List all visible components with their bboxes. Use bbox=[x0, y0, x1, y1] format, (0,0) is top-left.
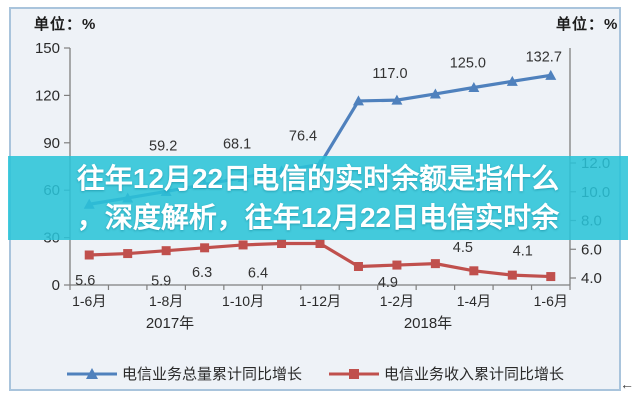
right-axis-unit-label: 单位：% bbox=[556, 16, 619, 33]
series-revenue-data-label: 6.4 bbox=[248, 266, 268, 282]
series-total-volume-data-label: 59.2 bbox=[149, 138, 177, 154]
series-revenue-marker bbox=[392, 260, 402, 270]
series-total-volume-data-label: 132.7 bbox=[526, 49, 562, 65]
series-revenue-marker bbox=[546, 272, 556, 282]
series-total-volume-data-label: 68.1 bbox=[223, 136, 251, 152]
series-revenue-data-label: 4.9 bbox=[378, 275, 398, 291]
year-label-2018: 2018年 bbox=[404, 315, 452, 332]
left-axis-tick-label: 0 bbox=[52, 277, 60, 294]
resize-arrow-icon: ← bbox=[620, 376, 634, 392]
left-axis-tick-label: 120 bbox=[35, 87, 60, 104]
series-revenue-marker bbox=[469, 266, 479, 276]
year-label-2017: 2017年 bbox=[146, 315, 194, 332]
legend-marker-square-icon bbox=[329, 369, 379, 379]
right-axis-tick-label: 6.0 bbox=[581, 241, 602, 258]
series-revenue-marker bbox=[123, 249, 133, 259]
series-total-volume-data-label: 117.0 bbox=[372, 66, 407, 82]
left-axis-unit-label: 单位：% bbox=[34, 16, 97, 33]
series-revenue-data-label: 5.9 bbox=[151, 274, 171, 290]
series-total-volume-marker bbox=[352, 95, 364, 106]
series-revenue-marker bbox=[161, 246, 171, 256]
right-axis-tick-label: 4.0 bbox=[581, 270, 602, 287]
overlay-title-line-2: ，深度解析，往年12月22日电信实时余 bbox=[76, 202, 560, 233]
series-total-volume-marker bbox=[429, 88, 441, 99]
series-total-volume-data-label: 125.0 bbox=[450, 56, 486, 72]
legend-marker-triangle-icon bbox=[66, 368, 117, 379]
series-revenue-marker bbox=[315, 239, 325, 248]
series-revenue-marker bbox=[84, 250, 94, 260]
series-revenue-line bbox=[89, 241, 551, 279]
left-axis-tick-label: 150 bbox=[35, 40, 60, 57]
x-tick-label: 1-8月 bbox=[149, 293, 183, 309]
series-revenue-data-label: 4.5 bbox=[453, 240, 473, 256]
series-revenue-marker bbox=[238, 240, 248, 250]
series-revenue-data-label: 5.6 bbox=[75, 273, 95, 289]
x-tick-label: 1-2月 bbox=[380, 293, 414, 309]
left-axis-tick-label: 90 bbox=[43, 135, 60, 152]
chart-legend: 电信业务总量累计同比增长 电信业务收入累计同比增长 bbox=[9, 360, 621, 386]
series-revenue-data-label: 6.3 bbox=[192, 265, 212, 281]
series-total-volume-marker bbox=[545, 69, 557, 80]
series-revenue-marker bbox=[430, 259, 440, 269]
series-revenue-marker bbox=[507, 270, 517, 280]
article-title-overlay: 往年12月22日电信的实时余额是指什么 ，深度解析，往年12月22日电信实时余 bbox=[8, 156, 628, 240]
x-tick-label: 1-6月 bbox=[72, 293, 106, 309]
x-tick-label: 1-4月 bbox=[457, 293, 491, 309]
series-revenue-marker bbox=[200, 243, 210, 253]
series-total-volume-data-label: 76.4 bbox=[289, 128, 317, 144]
overlay-title-line-1: 往年12月22日电信的实时余额是指什么 bbox=[76, 163, 560, 194]
series-total-volume-marker bbox=[506, 75, 518, 86]
series-total-volume-marker bbox=[391, 94, 403, 105]
series-total-volume-marker bbox=[468, 82, 480, 92]
legend-item-total-volume: 电信业务总量累计同比增长 bbox=[66, 363, 302, 384]
x-tick-label: 1-6月 bbox=[534, 293, 568, 309]
x-tick-label: 1-12月 bbox=[299, 293, 341, 309]
legend-item-revenue: 电信业务收入累计同比增长 bbox=[328, 363, 564, 384]
x-tick-label: 1-10月 bbox=[222, 293, 264, 309]
series-revenue-marker bbox=[277, 239, 287, 248]
series-revenue-data-label: 4.1 bbox=[513, 244, 533, 260]
series-revenue-marker bbox=[353, 262, 363, 271]
legend-label-total-volume: 电信业务总量累计同比增长 bbox=[121, 365, 302, 383]
legend-label-revenue: 电信业务收入累计同比增长 bbox=[384, 365, 565, 383]
